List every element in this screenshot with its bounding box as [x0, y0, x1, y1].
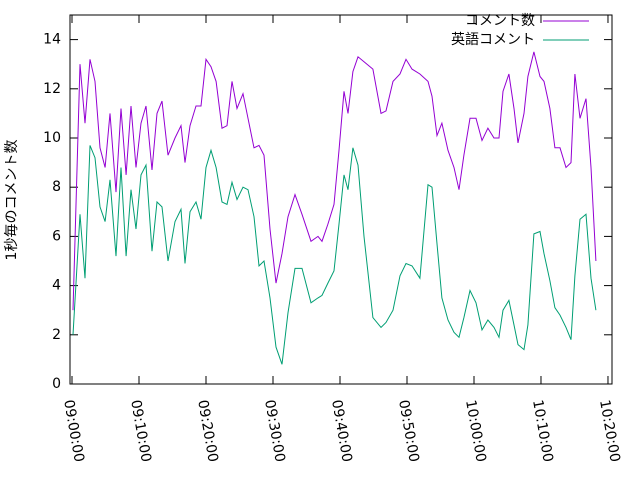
series-line	[72, 51, 597, 311]
x-tick-label: 09:10:00	[127, 399, 154, 464]
legend-label: コメント数	[465, 13, 535, 29]
y-tick-label: 8	[52, 179, 61, 195]
x-tick-label: 09:20:00	[194, 399, 221, 464]
y-tick-label: 12	[43, 81, 61, 97]
y-axis-label: 1秒毎のコメント数	[4, 140, 20, 261]
y-tick-label: 0	[52, 376, 61, 392]
x-tick-label: 09:50:00	[395, 399, 422, 464]
y-tick-label: 4	[52, 278, 61, 294]
legend-label: 英語コメント	[451, 31, 535, 48]
y-tick-label: 6	[52, 228, 61, 244]
y-tick-label: 14	[43, 32, 61, 48]
y-tick-label: 10	[43, 130, 61, 146]
x-tick-label: 10:10:00	[529, 399, 556, 464]
plot-border	[69, 14, 613, 385]
x-tick-label: 09:40:00	[328, 399, 355, 464]
x-tick-label: 09:00:00	[60, 399, 87, 464]
x-tick-label: 09:30:00	[261, 399, 288, 464]
x-tick-label: 10:20:00	[596, 399, 623, 464]
y-tick-label: 2	[52, 327, 61, 343]
series-line	[72, 145, 597, 365]
x-tick-label: 10:00:00	[462, 399, 489, 464]
